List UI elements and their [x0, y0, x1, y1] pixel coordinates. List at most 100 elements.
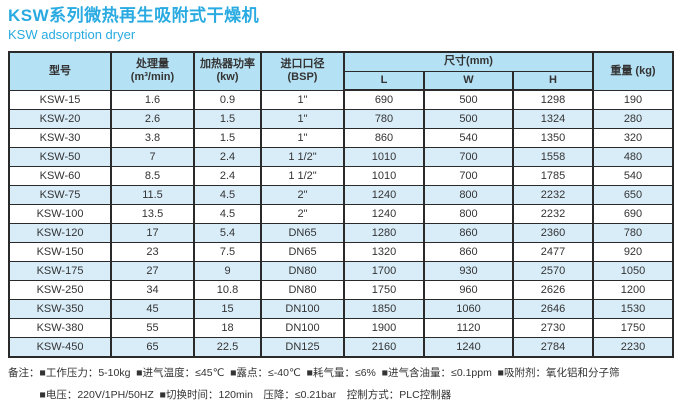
value-cell: 10.8	[193, 280, 262, 301]
value-cell: 1.5	[193, 128, 262, 149]
value-cell: 4.5	[193, 204, 262, 225]
value-cell: 1"	[260, 89, 345, 111]
value-cell: 860	[423, 223, 514, 244]
value-cell: 15	[193, 299, 262, 320]
value-cell: 1900	[343, 318, 425, 339]
value-cell: 9	[193, 261, 262, 282]
value-cell: 0.9	[193, 89, 262, 111]
value-cell: 1750	[343, 280, 425, 301]
value-cell: 1"	[260, 128, 345, 149]
value-cell: 1700	[343, 261, 425, 282]
value-cell: 540	[423, 128, 514, 149]
model-cell: KSW-100	[8, 204, 112, 225]
col-header-dimensions: 尺寸(mm)	[343, 51, 594, 72]
col-header-capacity: 处理量 (m³/min)	[110, 51, 195, 91]
value-cell: DN125	[260, 337, 345, 358]
value-cell: 65	[110, 337, 195, 358]
value-cell: 2"	[260, 185, 345, 206]
value-cell: 860	[423, 242, 514, 263]
model-cell: KSW-250	[8, 280, 112, 301]
value-cell: 1010	[343, 166, 425, 187]
value-cell: 1"	[260, 109, 345, 130]
value-cell: 18	[193, 318, 262, 339]
model-cell: KSW-60	[8, 166, 112, 187]
value-cell: 2730	[512, 318, 594, 339]
model-cell: KSW-175	[8, 261, 112, 282]
col-header-capacity-line2: (m³/min)	[130, 71, 175, 84]
value-cell: 2232	[512, 204, 594, 225]
value-cell: DN65	[260, 242, 345, 263]
value-cell: 8.5	[110, 166, 195, 187]
value-cell: 2360	[512, 223, 594, 244]
value-cell: 540	[592, 166, 674, 187]
model-cell: KSW-75	[8, 185, 112, 206]
table-row: KSW-100 13.5 4.5 2" 1240 800 2232 690	[8, 204, 674, 225]
value-cell: 1785	[512, 166, 594, 187]
value-cell: 1.6	[110, 89, 195, 111]
value-cell: 1350	[512, 128, 594, 149]
col-header-dim-w: W	[423, 70, 514, 92]
spec-table: 型号 处理量 (m³/min) 加热器功率 (kw) 进口口径 (BSP) 尺寸…	[8, 51, 674, 359]
notes: 备注： ■工作压力：5-10kg ■进气温度：≤45℃ ■露点：≤-40℃ ■耗…	[8, 367, 672, 410]
col-header-heater-power: 加热器功率 (kw)	[193, 51, 262, 91]
value-cell: 1060	[423, 299, 514, 320]
value-cell: 1010	[343, 147, 425, 168]
value-cell: 2.6	[110, 109, 195, 130]
model-cell: KSW-150	[8, 242, 112, 263]
value-cell: 55	[110, 318, 195, 339]
value-cell: 1240	[343, 204, 425, 225]
notes-label: 备注：	[8, 367, 40, 380]
value-cell: 1324	[512, 109, 594, 130]
value-cell: 920	[592, 242, 674, 263]
model-cell: KSW-30	[8, 128, 112, 149]
value-cell: 1050	[592, 261, 674, 282]
value-cell: DN100	[260, 299, 345, 320]
col-header-capacity-line1: 处理量	[136, 57, 169, 70]
table-body: KSW-15 1.6 0.9 1" 690 500 1298 190 KSW-20 2.6 1.5 1…	[8, 89, 674, 358]
value-cell: 2626	[512, 280, 594, 301]
value-cell: 690	[343, 89, 425, 111]
table-row: KSW-175 27 9 DN80 1700 930 2570 1050	[8, 261, 674, 282]
value-cell: 23	[110, 242, 195, 263]
table-row: KSW-50 7 2.4 1 1/2" 1010 700 1558 480	[8, 147, 674, 168]
value-cell: 860	[343, 128, 425, 149]
value-cell: 2.4	[193, 147, 262, 168]
notes-lines: ■工作压力：5-10kg ■进气温度：≤45℃ ■露点：≤-40℃ ■耗气量：≤…	[40, 367, 673, 410]
value-cell: 2570	[512, 261, 594, 282]
value-cell: 2477	[512, 242, 594, 263]
table-row: KSW-350 45 15 DN100 1850 1060 2646 1530	[8, 299, 674, 320]
value-cell: 1120	[423, 318, 514, 339]
value-cell: 4.5	[193, 185, 262, 206]
value-cell: 2646	[512, 299, 594, 320]
model-cell: KSW-380	[8, 318, 112, 339]
value-cell: 1320	[343, 242, 425, 263]
col-header-model: 型号	[8, 51, 112, 91]
col-header-inlet: 进口口径 (BSP)	[260, 51, 345, 91]
value-cell: 11.5	[110, 185, 195, 206]
value-cell: DN100	[260, 318, 345, 339]
value-cell: 1240	[423, 337, 514, 358]
value-cell: 1280	[343, 223, 425, 244]
col-header-weight: 重量 (kg)	[592, 51, 674, 91]
value-cell: 1298	[512, 89, 594, 111]
value-cell: 7	[110, 147, 195, 168]
value-cell: 34	[110, 280, 195, 301]
table-header: 型号 处理量 (m³/min) 加热器功率 (kw) 进口口径 (BSP) 尺寸…	[8, 51, 674, 92]
value-cell: 800	[423, 204, 514, 225]
col-header-dim-h: H	[512, 70, 594, 92]
model-cell: KSW-120	[8, 223, 112, 244]
col-header-inlet-line2: (BSP)	[287, 71, 318, 84]
page-subtitle: KSW adsorption dryer	[8, 26, 136, 42]
table-row: KSW-250 34 10.8 DN80 1750 960 2626 1200	[8, 280, 674, 301]
col-header-heater-power-line2: (kw)	[216, 71, 239, 84]
value-cell: 2.4	[193, 166, 262, 187]
value-cell: 190	[592, 89, 674, 111]
value-cell: 1 1/2"	[260, 166, 345, 187]
value-cell: 2232	[512, 185, 594, 206]
value-cell: 1850	[343, 299, 425, 320]
value-cell: 17	[110, 223, 195, 244]
value-cell: 3.8	[110, 128, 195, 149]
notes-line-1: ■工作压力：5-10kg ■进气温度：≤45℃ ■露点：≤-40℃ ■耗气量：≤…	[39, 367, 620, 380]
value-cell: 320	[592, 128, 674, 149]
value-cell: 280	[592, 109, 674, 130]
